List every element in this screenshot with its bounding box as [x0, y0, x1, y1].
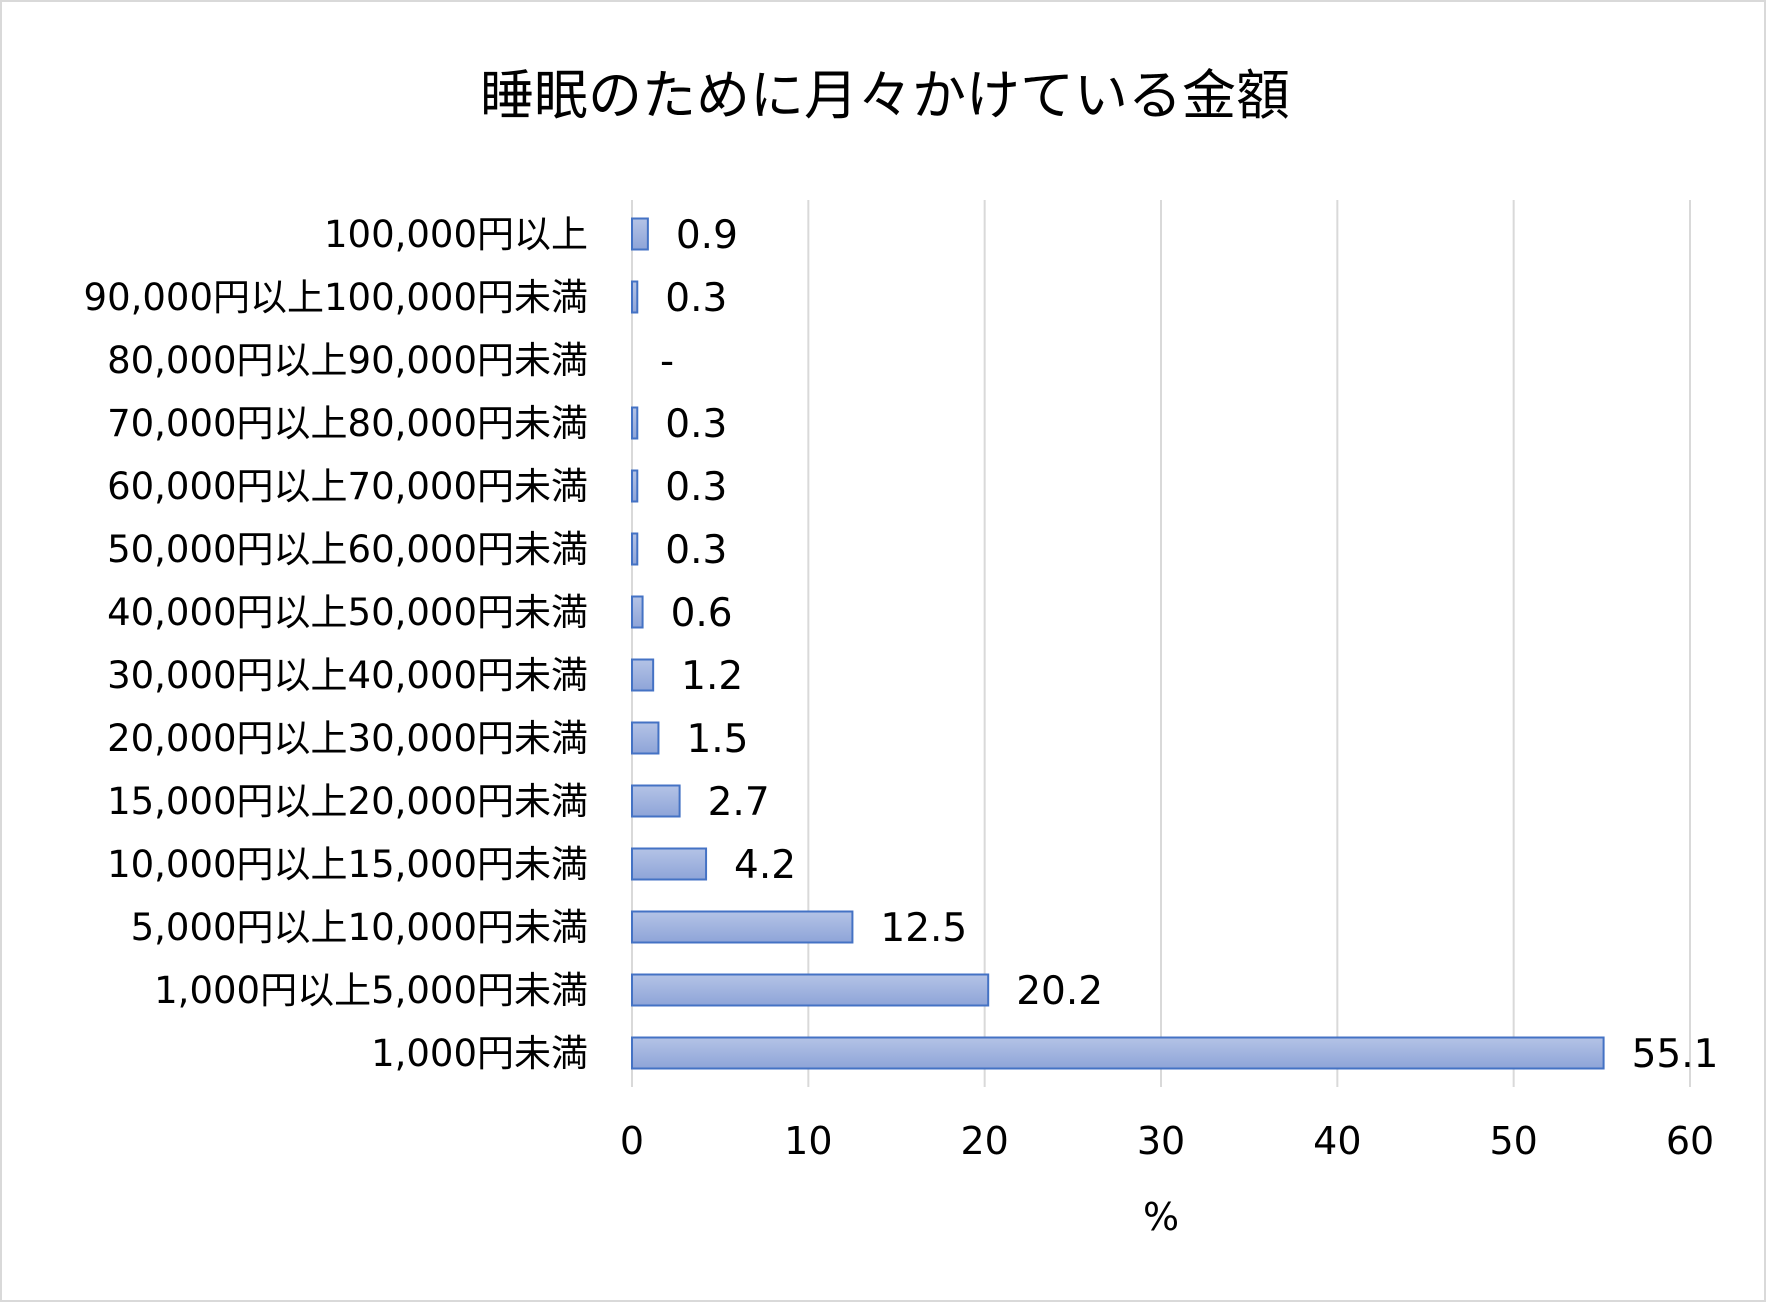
x-axis-ticks: 0 10 20 30 40 50 60: [620, 1119, 1714, 1163]
bar: [631, 973, 990, 1007]
value-label: 0.3: [665, 465, 727, 510]
bar: [631, 658, 655, 692]
category-label: 100,000円以上: [324, 213, 588, 256]
value-label: -: [660, 339, 674, 384]
bar: [631, 784, 681, 818]
category-label: 5,000円以上10,000円未満: [131, 906, 588, 949]
category-label: 50,000円以上60,000円未満: [107, 528, 588, 571]
category-label: 10,000円以上15,000円未満: [107, 843, 588, 886]
chart-title: 睡眠のために月々かけている金額: [480, 64, 1290, 127]
category-label: 1,000円以上5,000円未満: [154, 969, 588, 1012]
bar: [631, 910, 854, 944]
category-label: 40,000円以上50,000円未満: [107, 591, 588, 634]
value-label: 55.1: [1632, 1032, 1719, 1077]
bar: [631, 721, 660, 755]
value-label: 1.5: [686, 717, 748, 762]
bar: [631, 217, 649, 251]
value-label: 0.9: [676, 213, 738, 258]
category-label: 80,000円以上90,000円未満: [107, 339, 588, 382]
x-tick-label: 40: [1313, 1119, 1361, 1163]
category-label: 70,000円以上80,000円未満: [107, 402, 588, 445]
value-label: 1.2: [681, 654, 743, 699]
category-label: 15,000円以上20,000円未満: [107, 780, 588, 823]
value-labels: 0.9 0.3 - 0.3 0.3 0.3 0.6 1.2 1.5 2.7 4.2 12.5 20.2 5…: [660, 213, 1718, 1077]
x-tick-label: 60: [1666, 1119, 1714, 1163]
x-tick-label: 20: [960, 1119, 1008, 1163]
x-tick-label: 50: [1489, 1119, 1537, 1163]
bar: [631, 595, 644, 629]
value-label: 4.2: [734, 843, 796, 888]
x-tick-label: 0: [620, 1119, 644, 1163]
category-label: 90,000円以上100,000円未満: [84, 276, 588, 319]
category-label: 20,000円以上30,000円未満: [107, 717, 588, 760]
value-label: 12.5: [880, 906, 967, 951]
bar: [631, 280, 639, 314]
bar: [631, 406, 639, 440]
bar: [631, 847, 708, 881]
value-label: 20.2: [1016, 969, 1103, 1014]
bar: [631, 469, 639, 503]
category-label: 60,000円以上70,000円未満: [107, 465, 588, 508]
bar: [631, 1036, 1605, 1070]
value-label: 2.7: [708, 780, 770, 825]
x-tick-label: 30: [1137, 1119, 1185, 1163]
category-labels: 100,000円以上 90,000円以上100,000円未満 80,000円以上90…: [84, 213, 588, 1075]
value-label: 0.6: [671, 591, 733, 636]
value-label: 0.3: [665, 528, 727, 573]
bar: [631, 532, 639, 566]
category-label: 1,000円未満: [371, 1032, 588, 1075]
value-label: 0.3: [665, 276, 727, 321]
category-label: 30,000円以上40,000円未満: [107, 654, 588, 697]
bars: [631, 217, 1605, 1070]
x-tick-label: 10: [784, 1119, 832, 1163]
gridlines: [631, 200, 1691, 1087]
value-label: 0.3: [665, 402, 727, 447]
x-axis-title: %: [1143, 1195, 1179, 1239]
